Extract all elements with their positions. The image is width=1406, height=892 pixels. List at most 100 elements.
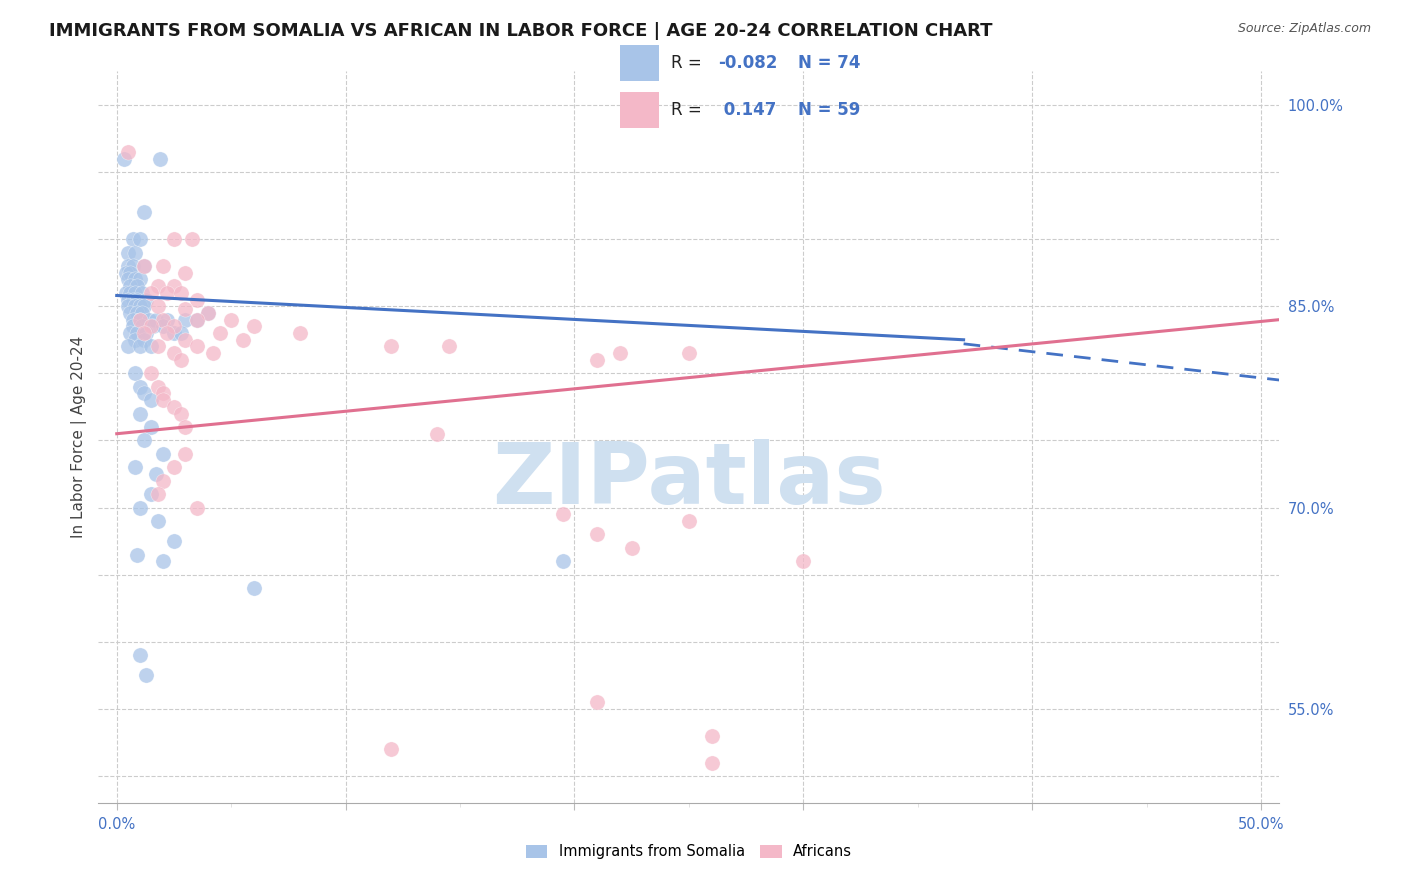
Point <box>139 420 162 434</box>
Point <box>134 434 156 448</box>
Point <box>437 339 460 353</box>
Point <box>156 285 179 300</box>
Point <box>139 339 162 353</box>
Point <box>426 426 449 441</box>
Point <box>128 312 150 326</box>
Point <box>186 293 208 307</box>
Point <box>181 232 204 246</box>
Point <box>128 648 150 662</box>
Point <box>163 534 186 549</box>
Point <box>131 319 153 334</box>
Point <box>134 333 156 347</box>
Point <box>700 756 723 770</box>
Point <box>124 299 146 313</box>
Text: R =: R = <box>671 101 707 119</box>
Point <box>170 407 193 421</box>
Point <box>163 232 186 246</box>
Text: IMMIGRANTS FROM SOMALIA VS AFRICAN IN LABOR FORCE | AGE 20-24 CORRELATION CHART: IMMIGRANTS FROM SOMALIA VS AFRICAN IN LA… <box>49 22 993 40</box>
Point <box>117 145 139 159</box>
Point <box>135 326 157 340</box>
Point <box>163 279 186 293</box>
Point <box>134 299 156 313</box>
Point <box>174 420 197 434</box>
Point <box>586 695 609 709</box>
Point <box>128 299 150 313</box>
Y-axis label: In Labor Force | Age 20-24: In Labor Force | Age 20-24 <box>72 336 87 538</box>
Point <box>678 514 700 528</box>
Point <box>127 306 149 320</box>
Point <box>146 299 169 313</box>
Point <box>115 266 138 280</box>
Point <box>120 306 142 320</box>
Point <box>128 407 150 421</box>
Bar <box>620 45 659 81</box>
Point <box>128 500 150 515</box>
Point <box>120 326 142 340</box>
Point <box>174 301 197 316</box>
Point <box>146 380 169 394</box>
Point <box>121 319 143 334</box>
Text: -0.082: -0.082 <box>718 54 778 72</box>
Point <box>146 279 169 293</box>
Point <box>156 312 179 326</box>
Point <box>232 333 254 347</box>
Point <box>112 152 135 166</box>
Point <box>128 380 150 394</box>
Point <box>117 299 139 313</box>
Point <box>152 386 174 401</box>
Point <box>152 319 174 334</box>
Point <box>219 312 242 326</box>
Point <box>186 339 208 353</box>
Point <box>201 346 224 360</box>
Point <box>163 319 186 334</box>
Point <box>152 447 174 461</box>
Point <box>380 339 402 353</box>
Point <box>152 474 174 488</box>
Point <box>163 346 186 360</box>
Point <box>146 514 169 528</box>
Text: ZIPatlas: ZIPatlas <box>492 440 886 523</box>
Point <box>121 312 143 326</box>
Point <box>139 285 162 300</box>
Point <box>128 312 150 326</box>
Point <box>128 272 150 286</box>
Point <box>121 293 143 307</box>
Point <box>117 272 139 286</box>
Point <box>128 339 150 353</box>
Text: 0.147: 0.147 <box>718 101 776 119</box>
Point <box>124 245 146 260</box>
Text: Source: ZipAtlas.com: Source: ZipAtlas.com <box>1237 22 1371 36</box>
Point <box>127 548 149 562</box>
Point <box>145 312 167 326</box>
Point <box>620 541 643 555</box>
Point <box>134 205 156 219</box>
Point <box>117 245 139 260</box>
Point <box>186 312 208 326</box>
Point <box>152 259 174 273</box>
Point <box>700 729 723 743</box>
Point <box>145 467 167 481</box>
Point <box>792 554 814 568</box>
Point <box>551 508 574 522</box>
Point <box>163 326 186 340</box>
Point <box>197 306 219 320</box>
Point <box>146 339 169 353</box>
Point <box>139 393 162 408</box>
Point <box>288 326 311 340</box>
Point <box>135 668 157 682</box>
Point <box>120 266 142 280</box>
Point <box>142 319 165 334</box>
Point <box>134 259 156 273</box>
Point <box>243 581 266 595</box>
Point <box>117 293 139 307</box>
Point <box>174 447 197 461</box>
Point <box>149 152 172 166</box>
Point <box>380 742 402 756</box>
Point <box>131 285 153 300</box>
Point <box>120 285 142 300</box>
Point <box>197 306 219 320</box>
Bar <box>620 92 659 128</box>
Point <box>174 266 197 280</box>
Point <box>135 293 157 307</box>
Point <box>134 326 156 340</box>
